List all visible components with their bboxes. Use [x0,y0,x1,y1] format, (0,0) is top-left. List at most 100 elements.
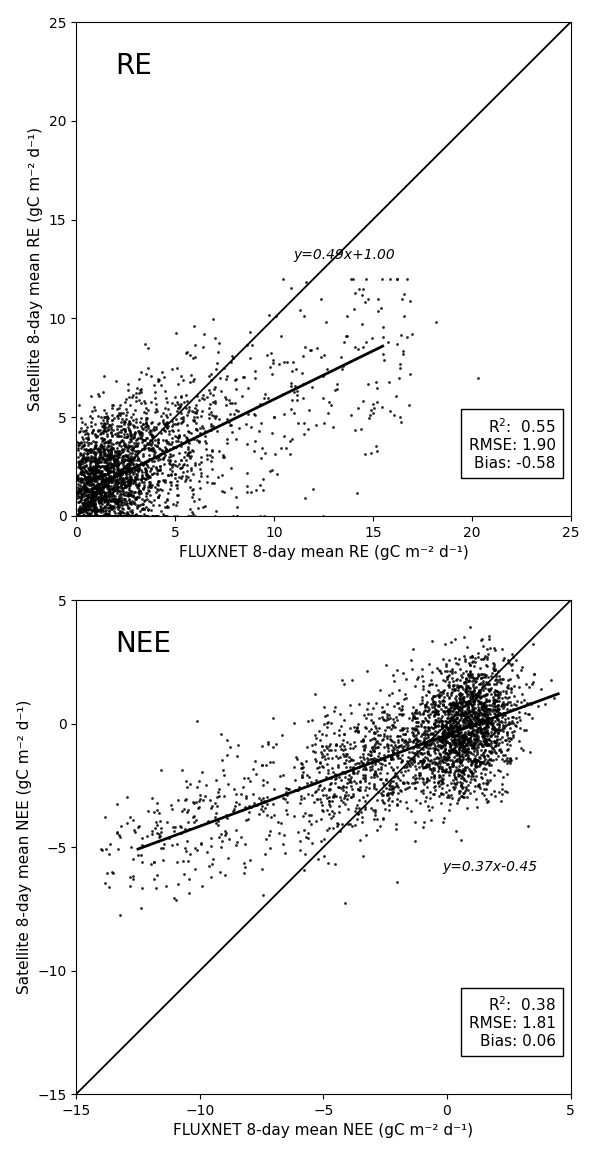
Point [159,444,169,462]
Point [117,431,127,449]
Point [474,698,483,716]
Point [131,507,141,526]
Point [188,482,197,500]
Point [457,767,467,785]
Point [88,424,97,442]
Point [98,472,108,491]
Point [77,479,87,498]
Point [448,663,457,681]
Point [432,754,442,773]
Point [462,798,471,817]
Point [319,778,328,797]
Point [121,465,131,484]
Point [250,442,259,461]
Point [452,722,462,740]
Point [103,448,113,467]
Point [497,670,507,688]
Point [379,351,389,370]
Point [216,863,225,881]
Point [445,758,454,776]
Point [462,772,471,790]
Point [470,671,479,690]
Point [130,470,139,489]
Point [206,446,215,464]
Point [378,810,388,828]
Point [125,459,135,477]
Point [107,507,117,526]
Point [87,495,97,514]
Point [80,499,89,517]
Point [150,803,159,821]
Point [153,430,163,448]
Point [137,879,147,897]
Point [490,641,499,660]
Point [104,444,114,462]
Point [123,459,133,477]
Point [89,469,98,487]
Point [102,507,111,526]
Point [110,491,119,509]
Point [471,738,480,757]
Point [423,731,433,750]
Point [492,702,501,721]
Point [178,467,187,485]
Point [79,507,89,526]
Point [479,787,489,805]
Point [452,698,462,716]
Point [86,501,95,520]
Point [130,463,139,482]
Point [119,507,128,526]
Point [370,754,379,773]
Point [172,438,181,456]
Point [85,479,94,498]
Point [404,754,414,773]
Point [190,411,199,430]
Point [83,507,92,526]
Point [341,758,350,776]
Point [468,693,478,711]
Point [72,457,81,476]
Point [324,742,334,760]
Point [87,409,97,427]
Point [92,483,102,501]
Point [108,478,117,497]
Point [476,702,485,721]
Point [74,437,83,455]
Point [387,721,396,739]
Point [468,685,477,703]
Point [437,720,446,738]
Point [83,482,92,500]
Point [265,358,275,377]
Point [85,506,94,524]
Point [133,845,142,864]
Point [79,495,88,514]
Point [473,718,483,737]
Point [370,742,379,760]
Point [436,683,445,701]
Point [474,683,484,701]
Point [89,495,99,514]
Point [109,467,119,485]
Point [95,493,104,512]
Point [125,444,135,462]
Point [110,442,120,461]
Point [454,723,463,742]
Point [132,507,141,526]
Point [104,482,114,500]
Point [492,708,501,726]
Point [493,696,503,715]
Point [130,468,139,486]
Point [458,703,467,722]
Point [103,505,113,523]
Point [467,722,477,740]
Point [74,422,84,440]
Point [220,866,229,885]
Point [455,761,465,780]
Point [101,492,110,511]
Point [76,478,85,497]
Point [108,448,118,467]
Point [465,730,475,748]
Point [188,442,197,461]
Point [418,773,428,791]
Point [327,759,337,777]
